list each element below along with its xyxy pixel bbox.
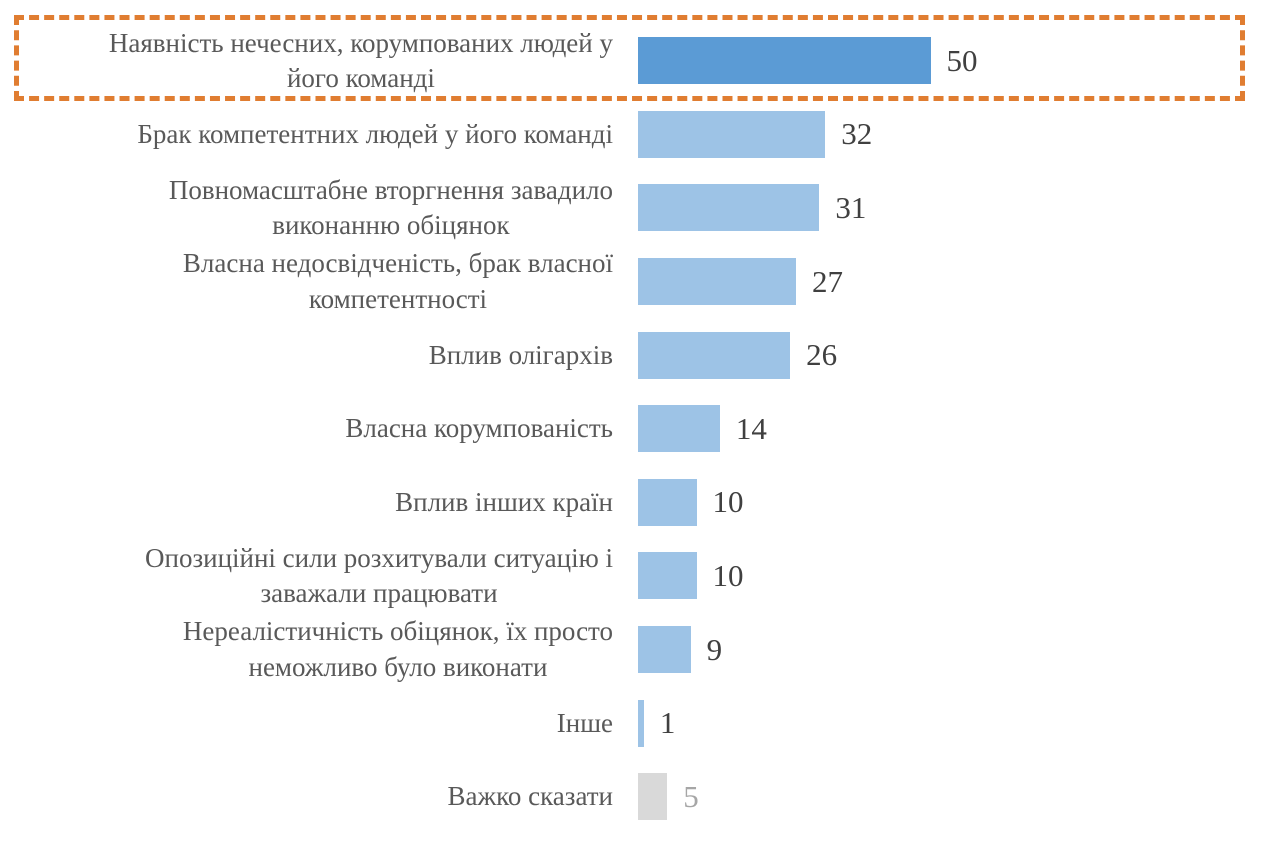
category-label: Інше xyxy=(556,707,613,738)
category-label-cell: Власна недосвідченість, брак власної ком… xyxy=(0,246,613,316)
value-label: 10 xyxy=(712,557,744,593)
bar xyxy=(638,773,668,821)
chart-row-6: Власна корумпованість 14 xyxy=(0,392,1263,466)
category-label: Нереалістичність обіцянок, їх просто нем… xyxy=(182,616,613,682)
chart-row-5: Вплив олігархів 26 xyxy=(0,318,1263,392)
category-label: Вплив інших країн xyxy=(395,486,613,517)
category-label-cell: Інше xyxy=(0,706,613,741)
value-label: 9 xyxy=(706,631,723,667)
bar-cell: 26 xyxy=(638,331,1263,379)
bar-cell: 10 xyxy=(638,552,1263,600)
bar xyxy=(638,552,697,600)
category-label-cell: Нереалістичність обіцянок, їх просто нем… xyxy=(0,614,613,684)
chart-row-4: Власна недосвідченість, брак власної ком… xyxy=(0,245,1263,319)
value-label: 26 xyxy=(806,337,838,373)
value-label: 5 xyxy=(683,778,699,814)
bar xyxy=(638,405,720,453)
category-label: Наявність нечесних, корумпованих людей у… xyxy=(108,27,613,93)
bar xyxy=(638,37,931,85)
value-label: 27 xyxy=(811,263,843,299)
value-label: 10 xyxy=(712,484,744,520)
category-label-cell: Наявність нечесних, корумпованих людей у… xyxy=(0,26,613,96)
chart-row-2: Брак компетентних людей у його команді 3… xyxy=(0,98,1263,172)
bar-cell: 27 xyxy=(638,258,1263,306)
bar-cell: 9 xyxy=(638,626,1263,674)
bar-cell: 31 xyxy=(638,184,1263,232)
bar-cell: 14 xyxy=(638,405,1263,453)
bar xyxy=(638,110,826,158)
category-label: Вплив олігархів xyxy=(428,339,613,370)
value-label: 31 xyxy=(835,189,867,225)
category-label: Повномасштабне вторгнення завадило викон… xyxy=(168,174,613,240)
chart-row-1: Наявність нечесних, корумпованих людей у… xyxy=(0,24,1263,98)
bar xyxy=(638,626,691,674)
category-label-cell: Власна корумпованість xyxy=(0,411,613,446)
category-label-cell: Брак компетентних людей у його команді xyxy=(0,117,613,152)
chart-row-11: Важко сказати 5 xyxy=(0,760,1263,834)
chart-row-9: Нереалістичність обіцянок, їх просто нем… xyxy=(0,613,1263,687)
chart-row-10: Інше 1 xyxy=(0,686,1263,760)
category-label-cell: Вплив олігархів xyxy=(0,338,613,373)
bar xyxy=(638,478,697,526)
value-label: 50 xyxy=(946,42,978,78)
category-label-cell: Повномасштабне вторгнення завадило викон… xyxy=(0,173,613,243)
bar xyxy=(638,699,644,747)
category-label: Важко сказати xyxy=(447,781,613,812)
bar-chart-rows: Наявність нечесних, корумпованих людей у… xyxy=(0,24,1263,834)
bar-cell: 5 xyxy=(638,773,1263,821)
category-label-cell: Важко сказати xyxy=(0,779,613,814)
value-label: 14 xyxy=(735,410,767,446)
bar-cell: 1 xyxy=(638,699,1263,747)
chart-row-3: Повномасштабне вторгнення завадило викон… xyxy=(0,171,1263,245)
category-label: Власна недосвідченість, брак власної ком… xyxy=(182,248,613,314)
value-label: 32 xyxy=(841,116,873,152)
bar xyxy=(638,184,820,232)
bar xyxy=(638,258,796,306)
chart-row-7: Вплив інших країн 10 xyxy=(0,466,1263,540)
bar-cell: 32 xyxy=(638,110,1263,158)
chart-row-8: Опозиційні сили розхитували ситуацію і з… xyxy=(0,539,1263,613)
category-label-cell: Вплив інших країн xyxy=(0,485,613,520)
bar-cell: 10 xyxy=(638,478,1263,526)
category-label-cell: Опозиційні сили розхитували ситуацію і з… xyxy=(0,541,613,611)
category-label: Опозиційні сили розхитували ситуацію і з… xyxy=(145,542,613,608)
category-label: Власна корумпованість xyxy=(345,413,613,444)
category-label: Брак компетентних людей у його команді xyxy=(137,118,613,149)
bar-cell: 50 xyxy=(638,37,1263,85)
value-label: 1 xyxy=(659,705,676,741)
bar xyxy=(638,331,791,379)
